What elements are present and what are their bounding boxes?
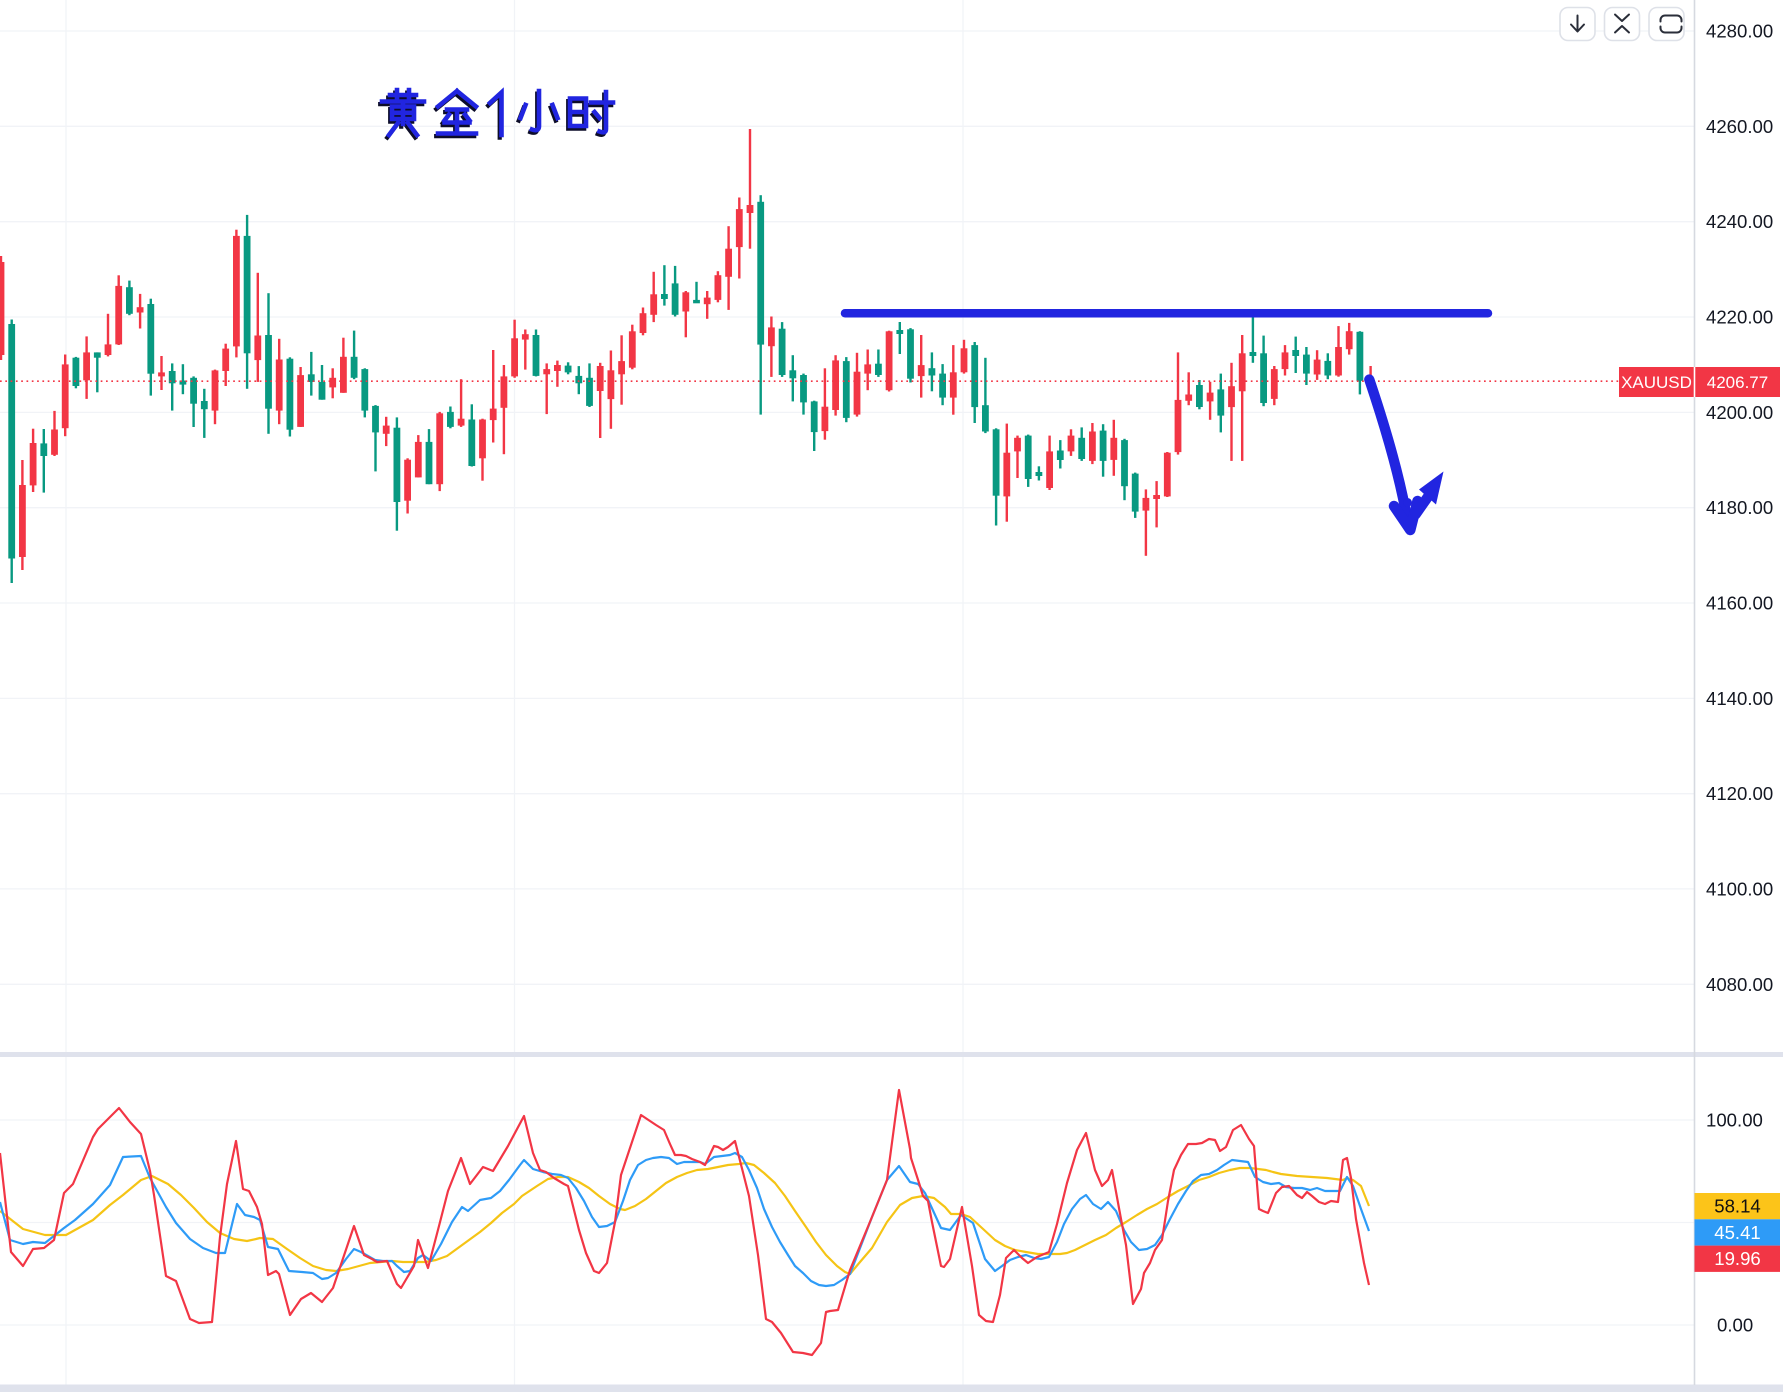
svg-text:4140.00: 4140.00 xyxy=(1706,688,1773,709)
svg-text:4280.00: 4280.00 xyxy=(1706,21,1773,42)
svg-text:4080.00: 4080.00 xyxy=(1706,974,1773,995)
svg-text:4240.00: 4240.00 xyxy=(1706,211,1773,232)
svg-text:58.14: 58.14 xyxy=(1714,1196,1761,1217)
svg-text:4120.00: 4120.00 xyxy=(1706,783,1773,804)
svg-text:4220.00: 4220.00 xyxy=(1706,307,1773,328)
svg-text:4200.00: 4200.00 xyxy=(1706,402,1773,423)
svg-text:100.00: 100.00 xyxy=(1706,1110,1763,1131)
svg-text:4260.00: 4260.00 xyxy=(1706,116,1773,137)
svg-text:0.00: 0.00 xyxy=(1717,1315,1753,1336)
svg-text:4160.00: 4160.00 xyxy=(1706,593,1773,614)
svg-text:XAUUSD: XAUUSD xyxy=(1621,373,1692,392)
svg-text:4100.00: 4100.00 xyxy=(1706,878,1773,899)
svg-text:19.96: 19.96 xyxy=(1714,1248,1761,1269)
svg-text:45.41: 45.41 xyxy=(1714,1222,1761,1243)
svg-text:4206.77: 4206.77 xyxy=(1707,373,1768,392)
svg-text:4180.00: 4180.00 xyxy=(1706,497,1773,518)
